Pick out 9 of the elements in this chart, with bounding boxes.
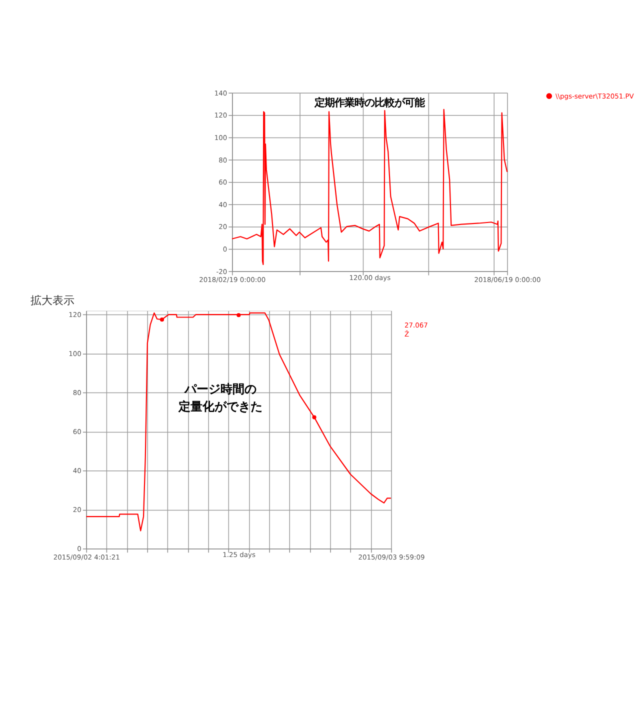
annotation: 定期作業時の比較が可能 <box>314 97 426 110</box>
line-series <box>231 108 508 266</box>
annotation: パージ時間の <box>183 382 256 396</box>
annotation: 定量化ができた <box>177 400 262 414</box>
point <box>160 318 164 322</box>
chart-title: 拡大表示 <box>30 294 75 307</box>
point <box>312 415 316 420</box>
point <box>236 313 241 318</box>
line-series <box>86 312 392 532</box>
